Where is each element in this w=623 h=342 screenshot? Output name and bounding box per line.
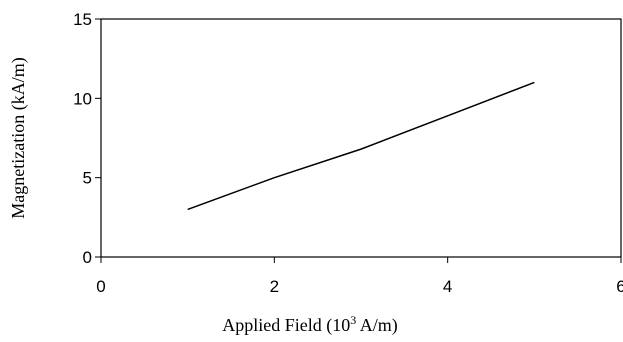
x-axis-title-sup: 3 <box>350 313 356 327</box>
x-axis-title-tail: A/m) <box>356 315 398 336</box>
y-axis-title: Magnetization (kA/m) <box>8 57 29 218</box>
y-tick-label: 15 <box>73 10 92 29</box>
y-tick-label: 5 <box>83 169 92 188</box>
x-axis-title: Applied Field (103 A/m) <box>222 313 398 336</box>
series-layer <box>187 81 535 211</box>
y-tick-label: 0 <box>83 248 92 267</box>
x-ticks: 0 2 4 6 <box>96 257 623 296</box>
x-tick-label: 2 <box>270 277 279 296</box>
x-tick-label: 4 <box>443 277 452 296</box>
x-axis-title-main: Applied Field (10 <box>222 315 350 336</box>
plot-area-frame <box>100 18 622 258</box>
x-tick-label: 6 <box>616 277 623 296</box>
y-ticks: 0 5 10 15 <box>73 10 101 267</box>
y-tick-label: 10 <box>73 89 92 108</box>
x-tick-label: 0 <box>96 277 105 296</box>
series-line-0 <box>187 81 535 211</box>
